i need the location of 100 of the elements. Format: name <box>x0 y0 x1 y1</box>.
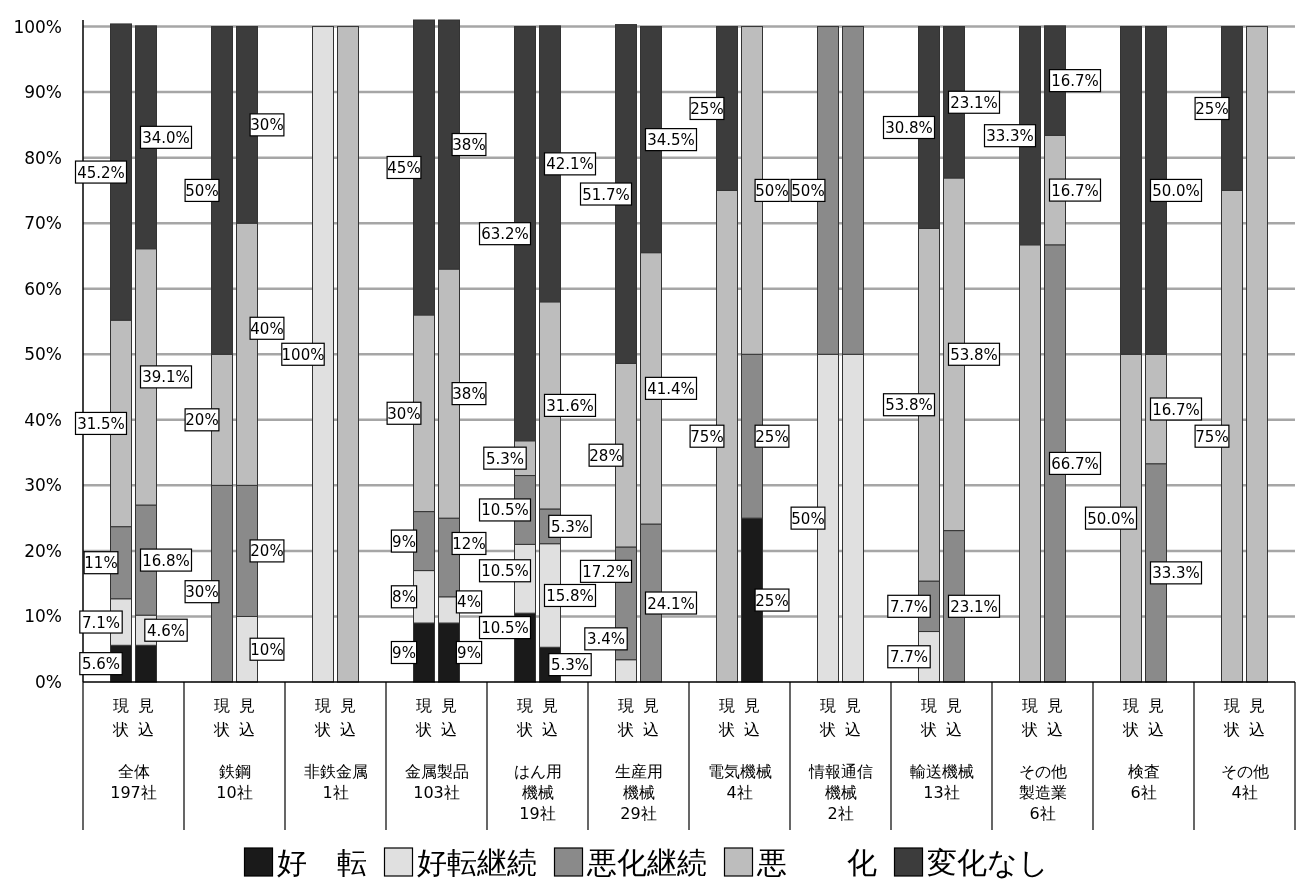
data-label: 9% <box>392 532 416 551</box>
x-tick-label: 現状 <box>920 696 937 739</box>
data-label: 51.7% <box>582 185 630 204</box>
y-tick-label: 30% <box>24 475 62 496</box>
x-tick-label: 見込 <box>1047 696 1063 739</box>
y-tick-label: 40% <box>24 409 62 430</box>
data-label: 25% <box>690 99 724 118</box>
text: 鉄鋼10社 <box>216 762 253 802</box>
x-tick-label: 見込 <box>1148 696 1164 739</box>
y-tick-label: 100% <box>13 16 62 37</box>
data-label: 33.3% <box>986 127 1034 146</box>
x-tick-label: 現状 <box>617 696 634 739</box>
data-label: 30% <box>250 116 284 135</box>
x-tick-label: 現状 <box>1223 696 1240 739</box>
text: 輸送機械13社 <box>909 762 974 802</box>
data-label: 33.3% <box>1152 564 1200 583</box>
text: その他製造業6社 <box>1018 762 1067 823</box>
data-label: 9% <box>457 644 481 662</box>
data-label: 16.8% <box>142 551 190 570</box>
data-label: 8% <box>392 588 416 607</box>
y-tick-label: 70% <box>24 213 62 234</box>
data-label: 31.6% <box>546 396 594 415</box>
data-label: 4.6% <box>146 621 186 640</box>
data-label: 63.2% <box>481 225 529 244</box>
data-label: 9% <box>392 644 416 662</box>
x-tick-label: 見込 <box>239 696 255 739</box>
x-tick-label: 現状 <box>1122 696 1139 739</box>
data-label: 53.8% <box>885 396 933 415</box>
data-label: 100% <box>281 345 325 364</box>
x-tick-label: 見込 <box>845 696 861 739</box>
y-tick-label: 50% <box>24 344 62 365</box>
x-tick-label: 見込 <box>542 696 558 739</box>
data-label: 10% <box>250 640 284 659</box>
legend-label: 好 転 <box>276 845 367 880</box>
data-label: 40% <box>250 319 284 338</box>
data-label: 30.8% <box>885 118 933 137</box>
data-label: 11% <box>84 554 118 573</box>
data-label: 7.1% <box>81 613 121 632</box>
data-label: 12% <box>452 534 486 553</box>
data-label: 75% <box>690 427 724 446</box>
data-label: 10.5% <box>481 501 529 520</box>
data-label: 10.5% <box>481 619 529 638</box>
data-label: 30% <box>387 404 421 423</box>
data-label: 7.7% <box>889 648 929 667</box>
text: はん用機械19社 <box>513 762 562 823</box>
data-label: 45% <box>387 158 421 177</box>
text: 全体197社 <box>110 762 157 802</box>
data-label: 5.3% <box>485 449 525 468</box>
text: 検査6社 <box>1127 762 1160 802</box>
data-label: 5.3% <box>550 517 590 536</box>
data-label: 24.1% <box>647 594 695 613</box>
data-label: 17.2% <box>582 562 630 581</box>
x-tick-label: 現状 <box>819 696 836 739</box>
x-tick-label: 現状 <box>112 696 129 739</box>
data-label: 20% <box>250 542 284 561</box>
text: 電気機械4社 <box>707 762 772 802</box>
data-label: 50% <box>755 181 789 200</box>
y-tick-label: 80% <box>24 147 62 168</box>
y-tick-label: 10% <box>24 606 62 627</box>
data-label: 34.0% <box>142 128 190 147</box>
text: 非鉄金属1社 <box>303 762 368 802</box>
data-label: 66.7% <box>1051 454 1099 473</box>
data-label: 25% <box>755 427 789 446</box>
text: 金属製品103社 <box>404 762 469 802</box>
x-tick-label: 現状 <box>314 696 331 739</box>
data-label: 25% <box>1195 99 1229 118</box>
data-label: 38% <box>452 136 486 155</box>
data-label: 50% <box>791 509 825 528</box>
data-label: 20% <box>185 411 219 430</box>
data-label: 42.1% <box>546 155 594 174</box>
data-label: 7.7% <box>889 597 929 616</box>
y-tick-label: 0% <box>35 672 62 692</box>
x-tick-label: 現状 <box>213 696 230 739</box>
data-label: 75% <box>1195 427 1229 446</box>
x-tick-label: 現状 <box>1021 696 1038 739</box>
x-tick-label: 現状 <box>415 696 432 739</box>
data-label: 53.8% <box>950 345 998 364</box>
data-label: 16.7% <box>1051 181 1099 200</box>
y-tick-label: 60% <box>24 278 62 299</box>
x-tick-label: 見込 <box>643 696 659 739</box>
y-tick-label: 20% <box>24 540 62 561</box>
data-label: 25% <box>755 591 789 610</box>
data-label: 31.5% <box>77 414 125 433</box>
data-label: 45.2% <box>77 163 125 182</box>
y-tick-label: 90% <box>24 82 62 103</box>
data-label: 28% <box>589 446 623 465</box>
x-tick-label: 見込 <box>138 696 154 739</box>
data-label: 30% <box>185 583 219 602</box>
data-label: 50.0% <box>1152 181 1200 200</box>
data-label: 4% <box>457 593 481 612</box>
data-label: 50.0% <box>1087 509 1135 528</box>
x-tick-label: 見込 <box>1249 696 1265 739</box>
data-label: 5.3% <box>550 656 590 675</box>
x-tick-label: 現状 <box>516 696 533 739</box>
text: 生産用機械29社 <box>614 762 663 823</box>
x-tick-label: 見込 <box>340 696 356 739</box>
data-label: 5.6% <box>81 655 121 674</box>
data-label: 16.7% <box>1051 72 1099 91</box>
data-label: 34.5% <box>647 131 695 150</box>
data-label: 23.1% <box>950 597 998 616</box>
